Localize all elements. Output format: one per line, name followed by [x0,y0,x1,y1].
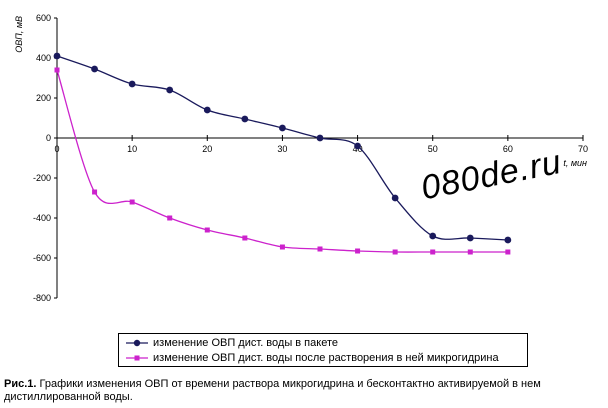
axes [54,17,584,299]
y-axis-label: ОВП, мВ [14,16,24,53]
series-2-point [242,235,248,241]
series-2-point [204,227,210,233]
x-tick-label: 0 [54,144,59,154]
series-2-point [167,215,173,221]
legend-label-2: изменение ОВП дист. воды после растворен… [153,352,499,364]
series-2-point [279,244,285,250]
y-tick-label: 400 [36,53,51,63]
series-2-point [317,246,323,252]
legend-label-1: изменение ОВП дист. воды в пакете [153,337,338,349]
x-tick-label: 70 [578,144,588,154]
caption-text: Графики изменения ОВП от времени раствор… [4,378,541,403]
figure-caption: Рис.1. Графики изменения ОВП от времени … [4,378,608,404]
legend-marker-square-icon [126,355,148,361]
series-1-point [504,236,512,244]
legend: изменение ОВП дист. воды в пакете измене… [118,333,528,367]
y-tick-label: -800 [33,293,51,303]
legend-marker-circle-icon [126,339,148,347]
caption-prefix: Рис.1. [4,378,37,390]
series-2-point [467,249,473,255]
series-1-point [128,80,136,88]
y-tick-label: 600 [36,13,51,23]
x-tick-label: 20 [202,144,212,154]
series-1-point [279,124,286,132]
series-2-point [505,249,511,255]
series-2-point [430,249,436,255]
series-1-point [203,106,211,114]
series-1-point [53,52,61,60]
y-tick-label: -200 [33,173,51,183]
series-2-point [92,189,98,195]
x-tick-label: 10 [127,144,137,154]
x-tick-label: 30 [277,144,287,154]
series-1-point [91,65,98,73]
series-1-point [354,142,361,150]
series-1-point [241,115,249,123]
y-tick-label: -600 [33,253,51,263]
x-axis-label: t, мин [563,158,587,168]
y-tick-labels: 600 400 200 0 -200 -400 -600 -800 [33,13,51,303]
series-2-point [392,249,398,255]
series-lines [56,55,508,253]
x-tick-label: 60 [503,144,513,154]
series-1-point [316,134,324,142]
series-2-point [54,67,60,73]
series-1-point [166,86,174,94]
x-tick-label: 50 [428,144,438,154]
series-points [53,52,512,255]
y-tick-label: 0 [46,133,51,143]
y-tick-label: 200 [36,93,51,103]
series-2-point [129,199,135,205]
series-1-point [391,194,399,202]
series-1-point [429,232,437,240]
series-1-point [466,234,474,242]
series-line-2 [56,69,508,253]
series-2-point [355,248,361,254]
y-tick-label: -400 [33,213,51,223]
